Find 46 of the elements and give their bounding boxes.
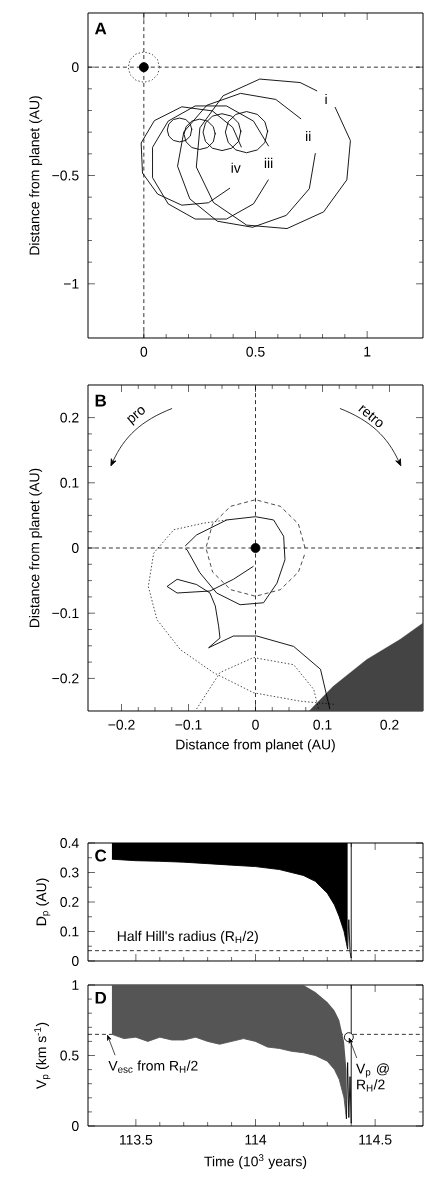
legend-label: Half Hill's radius (R$_{H}$/2)	[117, 930, 258, 944]
x-tick-label: −0.1	[175, 719, 202, 730]
x-axis-title: Distance from planet (AU)	[176, 739, 335, 753]
y-tick-label: 0.1	[60, 477, 79, 488]
y-axis-title: Distance from planet (AU)	[29, 468, 43, 628]
x-tick-label: 0	[252, 719, 259, 730]
series-label: iv	[231, 162, 241, 173]
y-tick-label: −0.5	[52, 170, 79, 181]
series-label: i	[325, 93, 327, 105]
y-tick-label: −0.1	[52, 608, 79, 619]
series-label: ii	[306, 131, 311, 142]
y-tick-label: 0	[71, 956, 79, 966]
y-tick-label: 1	[72, 980, 79, 990]
chart-title: D	[95, 991, 107, 1004]
y-tick-label: 0	[71, 62, 79, 73]
y-tick-label: 0	[71, 1121, 79, 1131]
y-tick-label: 0.2	[60, 897, 79, 907]
y-tick-label: −1	[63, 279, 79, 289]
y-axis-title: D$_{p}$ (AU)	[35, 878, 51, 926]
x-tick-label: 0	[140, 346, 148, 357]
x-tick-label: −0.2	[108, 719, 135, 730]
y-tick-label: 0.5	[60, 1050, 79, 1061]
chart-title: A	[94, 22, 107, 35]
y-tick-label: 0	[71, 543, 79, 553]
chart-title: C	[95, 849, 107, 862]
x-tick-label: 0.1	[313, 719, 332, 730]
y-tick-label: 0.3	[60, 867, 79, 878]
y-tick-label: 0.1	[60, 926, 79, 937]
annotation: V$_{esc}$ from R$_{H}$/2	[108, 1060, 198, 1073]
annotation: retro	[358, 405, 383, 428]
series-label: iii	[264, 157, 273, 168]
annotation: V$_{p}$ @ R$_{H}$/2	[356, 1063, 389, 1092]
y-axis-title: Distance from planet (AU)	[29, 96, 43, 255]
x-tick-label: 1	[364, 346, 371, 357]
x-tick-label: 114.5	[359, 1134, 392, 1145]
y-tick-label: 0.4	[60, 838, 79, 848]
x-tick-label: 0.2	[380, 719, 399, 730]
y-tick-label: 0.2	[60, 412, 79, 423]
x-axis-title: Time (10$^{3}$ years)	[204, 1154, 307, 1170]
chart-title: B	[95, 394, 106, 407]
annotation: pro	[126, 407, 145, 426]
x-tick-label: 113.5	[119, 1134, 153, 1145]
x-tick-label: 0.5	[246, 346, 265, 357]
y-tick-label: −0.2	[52, 673, 79, 684]
y-axis-title: V$_{p}$ (km s$^{-1}$)	[34, 1022, 51, 1089]
x-tick-label: 114	[245, 1134, 267, 1145]
